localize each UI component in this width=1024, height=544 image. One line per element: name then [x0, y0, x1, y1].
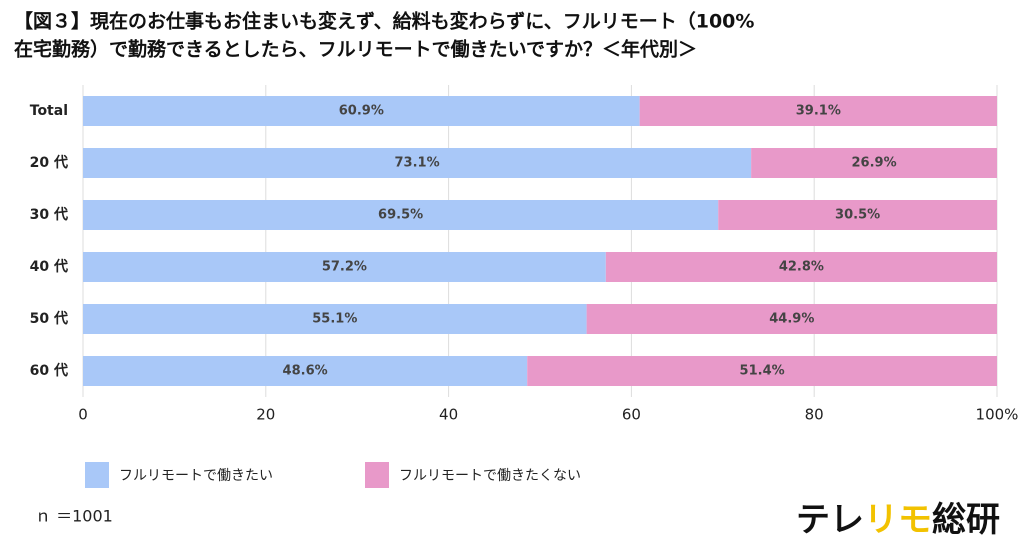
x-tick-label: 20 [256, 406, 275, 424]
data-label: 57.2% [322, 260, 367, 275]
x-tick-label: 100% [976, 406, 1019, 424]
legend-swatch [85, 462, 109, 488]
bar-segment [83, 252, 606, 282]
x-tick-label: 60 [622, 406, 641, 424]
chart-title: 【図３】現在のお仕事もお住まいも変えず、給料も変わらずに、フルリモート（100% [14, 10, 754, 33]
data-label: 60.9% [339, 104, 384, 119]
data-label: 69.5% [378, 208, 423, 223]
legend-label: フルリモートで働きたい [119, 468, 273, 484]
x-tick-label: 80 [805, 406, 824, 424]
chart-title: 在宅勤務）で勤務できるとしたら、フルリモートで働きたいですか？＜年代別＞ [14, 38, 697, 61]
y-tick-label: 30 代 [30, 206, 68, 223]
brand-logo: テレリモ総研 [796, 500, 1000, 540]
x-tick-label: 40 [439, 406, 458, 424]
bar-segment [605, 252, 997, 282]
data-label: 39.1% [796, 104, 841, 119]
brand-part: 総研 [932, 500, 1000, 540]
bar-segment [527, 356, 997, 386]
bar-segment [586, 304, 997, 334]
data-label: 42.8% [779, 260, 824, 275]
bar-segment [718, 200, 997, 230]
y-tick-label: 60 代 [30, 362, 68, 379]
data-label: 51.4% [740, 364, 785, 379]
brand-part: テレ [796, 500, 864, 540]
bar-segment [83, 356, 528, 386]
data-label: 30.5% [835, 208, 880, 223]
data-label: 44.9% [769, 312, 814, 327]
bar-segment [639, 96, 997, 126]
bar-segment [83, 200, 719, 230]
y-tick-label: 20 代 [30, 154, 68, 171]
data-label: 26.9% [852, 156, 897, 171]
bar-segment [83, 96, 640, 126]
sample-size-note: ｎ ＝1001 [35, 507, 113, 526]
bar-segment [751, 148, 997, 178]
data-label: 73.1% [395, 156, 440, 171]
bar-segment [83, 148, 752, 178]
data-label: 55.1% [312, 312, 357, 327]
bar-segment [83, 304, 587, 334]
x-tick-label: 0 [78, 406, 88, 424]
data-label: 48.6% [283, 364, 328, 379]
brand-part: リモ [864, 500, 932, 540]
y-tick-label: Total [30, 103, 68, 119]
legend-label: フルリモートで働きたくない [399, 468, 581, 484]
legend-swatch [365, 462, 389, 488]
y-tick-label: 40 代 [30, 258, 68, 275]
y-tick-label: 50 代 [30, 310, 68, 327]
